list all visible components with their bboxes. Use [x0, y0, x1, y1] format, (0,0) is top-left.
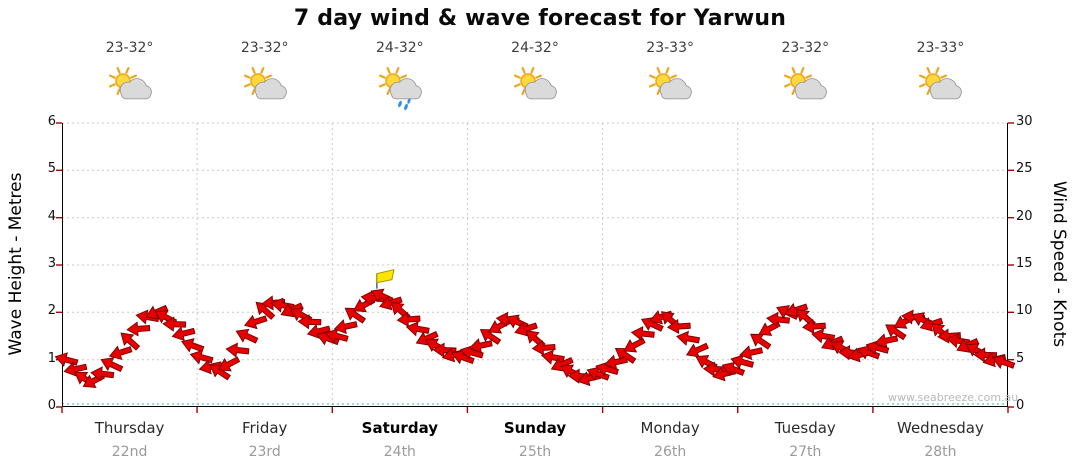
day-name-label: Tuesday: [774, 419, 836, 437]
forecast-chart: [53, 122, 1017, 413]
cloud-shape: [254, 78, 287, 100]
day-date-label: 26th: [654, 444, 687, 460]
left-axis-title: Wave Height - Metres: [6, 172, 26, 356]
left-axis-tick-label: 4: [47, 208, 56, 224]
day-date-label: 22nd: [111, 444, 148, 460]
wind-arrow: [242, 311, 269, 333]
cloud-shape: [659, 78, 692, 100]
day-date-label: 24th: [383, 444, 416, 460]
partly-cloudy-icon: [919, 66, 963, 100]
wind-arrow: [225, 341, 250, 359]
left-axis-tick-label: 6: [47, 114, 56, 129]
right-axis-tick-label: 5: [1016, 350, 1025, 366]
partly-cloudy-showers-icon: [378, 66, 422, 111]
right-axis-tick-label: 25: [1016, 161, 1033, 177]
wind-arrow: [675, 329, 701, 348]
day-temp-range: 24-32°: [511, 40, 559, 56]
right-axis-tick-label: 10: [1016, 303, 1033, 319]
day-name-label: Saturday: [361, 419, 439, 437]
day-date-label: 23rd: [248, 444, 281, 460]
right-axis-tick-label: 30: [1016, 114, 1033, 129]
cloud-shape: [930, 78, 963, 100]
wind-arrow: [404, 319, 431, 339]
day-temp-range: 23-33°: [916, 40, 965, 56]
day-temp-range: 23-32°: [240, 40, 289, 56]
day-name-label: Sunday: [503, 419, 567, 437]
left-axis-tick-label: 5: [47, 161, 56, 177]
weather-icon-holder: [646, 66, 694, 112]
forecast-plot-area: [53, 122, 1017, 413]
partly-cloudy-icon: [513, 66, 557, 100]
day-name-label: Friday: [241, 419, 288, 437]
cloud-shape: [119, 78, 152, 100]
weather-icon-holder: [106, 66, 154, 112]
day-name-label: Wednesday: [897, 419, 984, 437]
day-temp-range: 24-32°: [376, 40, 424, 56]
left-axis-tick-label: 3: [47, 256, 56, 271]
cloud-shape: [794, 78, 828, 100]
left-axis-tick-label: 1: [47, 350, 56, 366]
right-axis-tick-label: 0: [1016, 398, 1025, 413]
day-name-label: Thursday: [94, 419, 165, 437]
right-axis-title: Wind Speed - Knots: [1049, 180, 1069, 348]
right-axis-tick-label: 15: [1016, 256, 1033, 271]
day-date-label: 28th: [924, 444, 957, 460]
watermark: www.seabreeze.com.au: [888, 391, 1019, 404]
page-title: 7 day wind & wave forecast for Yarwun: [293, 6, 787, 31]
weather-icon-holder: [241, 66, 289, 112]
partly-cloudy-icon: [784, 66, 828, 100]
weather-icon-holder: [916, 66, 964, 112]
day-name-label: Monday: [640, 419, 700, 437]
day-temp-range: 23-33°: [646, 40, 694, 56]
weather-icon-holder: [376, 66, 424, 112]
day-temp-range: 23-32°: [105, 40, 154, 56]
weather-icon-holder: [511, 66, 559, 112]
left-axis-tick-label: 2: [47, 303, 56, 319]
partly-cloudy-icon: [243, 66, 287, 100]
partly-cloudy-icon: [108, 66, 152, 100]
weather-icon-holder: [781, 66, 829, 112]
left-axis-tick-label: 0: [47, 398, 56, 413]
right-axis-tick-label: 20: [1016, 208, 1033, 224]
cloud-shape: [524, 78, 557, 100]
day-date-label: 27th: [789, 444, 822, 460]
yellow-flag-marker: [376, 269, 395, 289]
day-date-label: 25th: [518, 444, 552, 460]
day-temp-range: 23-32°: [781, 40, 830, 56]
partly-cloudy-icon: [649, 66, 692, 100]
cloud-shape: [389, 78, 422, 100]
